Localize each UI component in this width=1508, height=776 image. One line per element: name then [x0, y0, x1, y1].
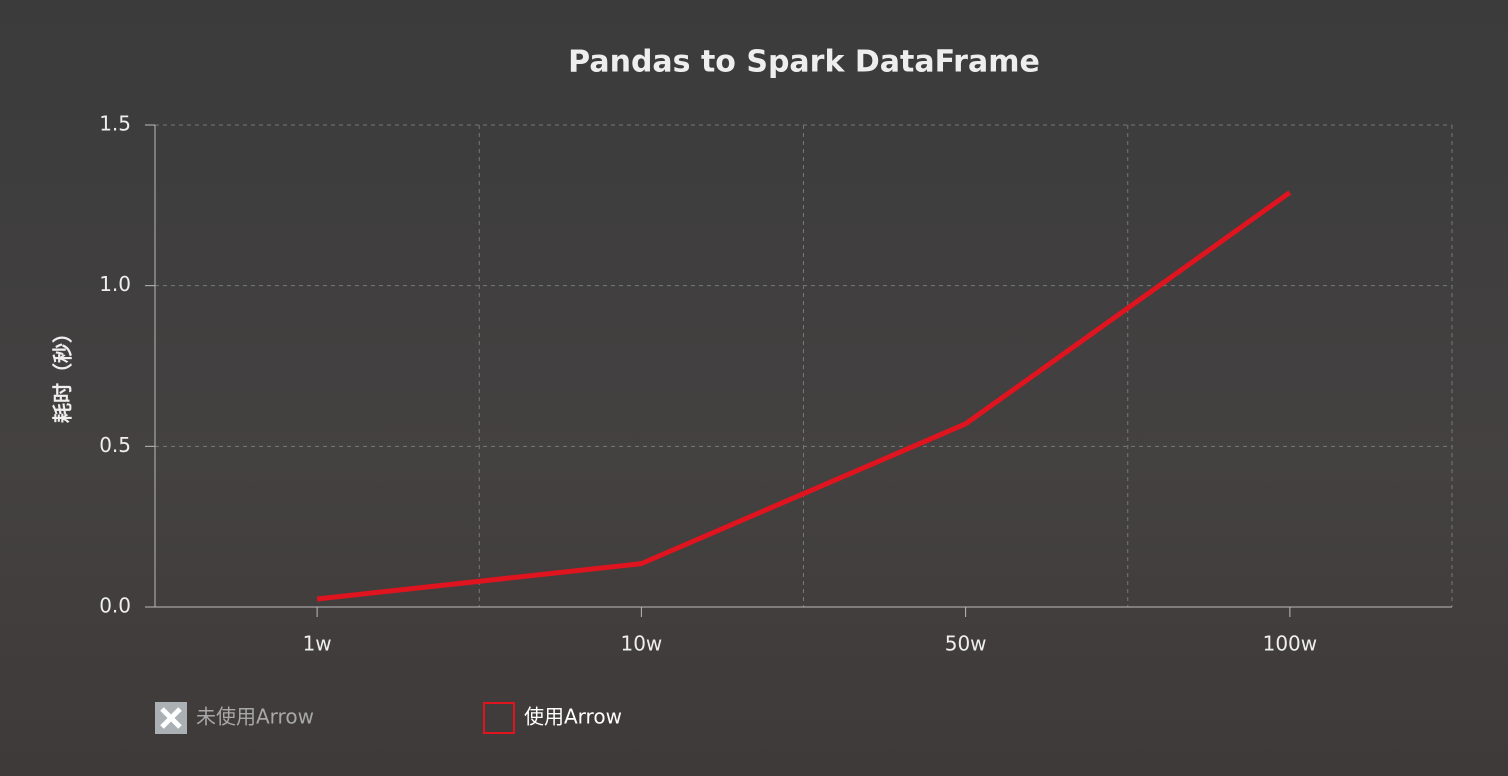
x-tick-label: 1w	[303, 632, 332, 656]
legend-swatch	[483, 702, 515, 734]
legend-x-icon	[160, 707, 182, 729]
chart-title: Pandas to Spark DataFrame	[568, 45, 1040, 80]
x-tick-label: 100w	[1263, 632, 1318, 656]
y-axis-label: 耗时（秒）	[51, 323, 75, 423]
x-tick-label: 50w	[945, 632, 987, 656]
y-tick-label: 1.0	[99, 272, 131, 296]
y-tick-label: 1.5	[99, 112, 131, 136]
y-tick-label: 0.5	[99, 433, 131, 457]
legend-label[interactable]: 未使用Arrow	[196, 705, 314, 729]
line	[316, 190, 1292, 602]
x-tick-label: 10w	[620, 632, 662, 656]
legend-label[interactable]: 使用Arrow	[524, 705, 622, 729]
y-tick-label: 0.0	[99, 594, 131, 618]
